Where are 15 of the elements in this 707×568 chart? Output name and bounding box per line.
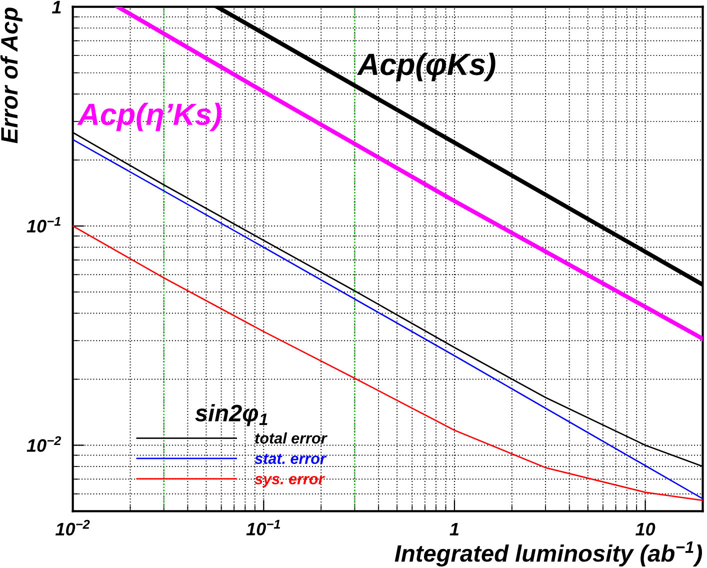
x-tick-label: 10$^{−1}$ xyxy=(246,520,280,536)
x-tick-label: 10$^{−2}$ xyxy=(56,520,90,536)
text: total error xyxy=(255,432,328,444)
x-tick-label: 10 xyxy=(636,522,656,536)
y-tick-label: 10$^{−1}$ xyxy=(26,217,60,233)
text: sys. error xyxy=(254,476,325,488)
y-axis-title: Error of Acp xyxy=(0,8,22,144)
y-tick-label: 1 xyxy=(52,0,61,14)
text: stat. error xyxy=(254,454,327,464)
x-tick-label: 1 xyxy=(450,522,459,536)
annotation: Acp(φKs) xyxy=(356,52,496,82)
y-tick-label: 10$^{−2}$ xyxy=(26,436,62,452)
x-axis-title: Integrated luminosity (ab$^{−1}$) xyxy=(394,541,702,566)
legend-title: sin2φ$_{1}$ xyxy=(195,404,268,426)
annotation: Acp(η’Ks) xyxy=(77,102,222,132)
